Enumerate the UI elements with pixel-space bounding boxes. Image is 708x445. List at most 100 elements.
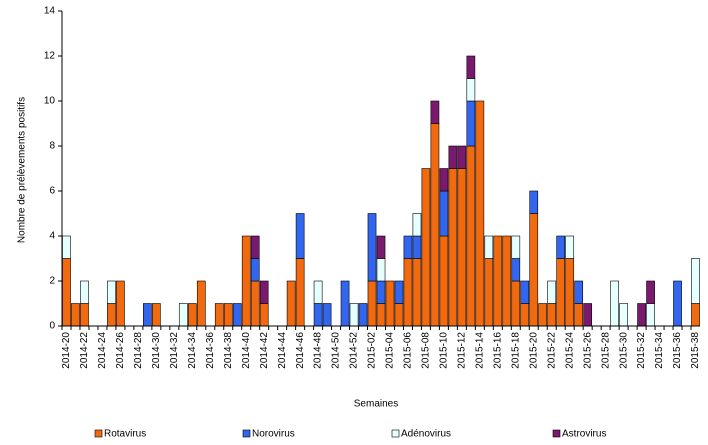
bar-segment bbox=[152, 303, 161, 327]
bar-segment bbox=[448, 168, 458, 327]
bar-segment bbox=[313, 303, 323, 327]
x-tick-label: 2015-14 bbox=[474, 332, 485, 369]
bar-segment bbox=[250, 258, 260, 282]
legend-label: Norovirus bbox=[252, 429, 295, 440]
x-tick-label: 2015-34 bbox=[654, 332, 665, 369]
x-tick-label: 2015-18 bbox=[510, 332, 521, 369]
bar-segment bbox=[574, 303, 584, 327]
bar-segment bbox=[466, 78, 476, 102]
bar-segment bbox=[403, 258, 413, 327]
bar-segment bbox=[376, 235, 386, 259]
bar-segment bbox=[439, 235, 449, 327]
x-tick-label: 2015-12 bbox=[457, 332, 468, 369]
bar-segment bbox=[493, 235, 503, 327]
x-tick-label: 2014-46 bbox=[295, 332, 306, 369]
bar-segment bbox=[107, 280, 116, 304]
legend-label: Adénovirus bbox=[401, 429, 451, 440]
bar-segment bbox=[241, 235, 251, 327]
bar-segment bbox=[502, 235, 512, 327]
x-tick-label: 2015-28 bbox=[600, 332, 611, 369]
bar-segment bbox=[673, 280, 682, 327]
bar-segment bbox=[565, 235, 575, 259]
x-tick-label: 2014-38 bbox=[223, 332, 234, 369]
bar-segment bbox=[529, 213, 539, 327]
bar-segment bbox=[565, 258, 575, 327]
bar-segment bbox=[178, 303, 188, 327]
bar-segment bbox=[556, 258, 566, 327]
bar-segment bbox=[376, 280, 386, 304]
bar-segment bbox=[358, 303, 368, 327]
bar-segment bbox=[62, 235, 71, 259]
x-tick-label: 2015-04 bbox=[385, 332, 396, 369]
bar-segment bbox=[295, 258, 305, 327]
bar-segment bbox=[547, 280, 557, 304]
bar-segment bbox=[412, 213, 422, 237]
x-tick-label: 2015-32 bbox=[636, 332, 647, 369]
bar-segment bbox=[250, 235, 260, 259]
bar-segment bbox=[430, 123, 440, 327]
bar-segment bbox=[295, 213, 305, 259]
x-tick-label: 2014-50 bbox=[331, 332, 342, 369]
bar-segment bbox=[466, 100, 476, 147]
x-tick-label: 2015-38 bbox=[690, 332, 701, 369]
x-tick-label: 2015-02 bbox=[367, 332, 378, 369]
x-tick-label: 2015-22 bbox=[546, 332, 557, 369]
x-tick-label: 2014-20 bbox=[61, 332, 72, 369]
y-tick-label: 10 bbox=[44, 96, 56, 107]
bar-segment bbox=[403, 235, 413, 259]
bar-segment bbox=[214, 303, 224, 327]
x-tick-label: 2015-36 bbox=[672, 332, 683, 369]
bar-segment bbox=[376, 303, 386, 327]
bar-segment bbox=[646, 303, 655, 327]
bar-segment bbox=[286, 280, 296, 327]
bar-segment bbox=[574, 280, 584, 304]
bar-segment bbox=[223, 303, 233, 327]
bar-segment bbox=[421, 168, 431, 327]
bar-segment bbox=[394, 303, 404, 327]
legend-swatch bbox=[552, 429, 561, 438]
x-tick-label: 2014-30 bbox=[151, 332, 162, 369]
bar-segment bbox=[259, 280, 269, 304]
bar-segment bbox=[80, 280, 89, 304]
bar-segment bbox=[376, 258, 386, 282]
legend-swatch bbox=[391, 429, 400, 438]
bar-segment bbox=[646, 280, 655, 304]
x-tick-label: 2014-36 bbox=[205, 332, 216, 369]
y-tick-label: 2 bbox=[49, 276, 55, 287]
x-tick-label: 2014-32 bbox=[169, 332, 180, 369]
bar-segment bbox=[259, 303, 269, 327]
x-tick-label: 2014-34 bbox=[187, 332, 198, 369]
bar-segment bbox=[430, 100, 440, 124]
bar-segment bbox=[71, 303, 80, 327]
bar-segment bbox=[520, 280, 530, 304]
bar-segment bbox=[484, 258, 494, 327]
x-tick-label: 2014-22 bbox=[79, 332, 90, 369]
bar-segment bbox=[511, 235, 521, 259]
legend-swatch bbox=[242, 429, 251, 438]
bar-segment bbox=[457, 145, 467, 169]
bar-segment bbox=[349, 303, 359, 327]
y-tick-label: 12 bbox=[44, 51, 56, 62]
bar-segment bbox=[394, 280, 404, 304]
x-tick-label: 2015-16 bbox=[492, 332, 503, 369]
x-tick-label: 2015-20 bbox=[528, 332, 539, 369]
y-tick-label: 6 bbox=[49, 186, 55, 197]
bar-segment bbox=[511, 258, 521, 282]
bar-segment bbox=[412, 258, 422, 327]
bar-segment bbox=[313, 280, 323, 304]
bar-segment bbox=[475, 100, 485, 327]
bar-segment bbox=[412, 235, 422, 259]
bar-segment bbox=[367, 280, 377, 327]
x-tick-label: 2014-40 bbox=[241, 332, 252, 369]
bar-segment bbox=[196, 280, 206, 327]
x-tick-label: 2015-08 bbox=[421, 332, 432, 369]
bar-segment bbox=[367, 213, 377, 282]
bar-segment bbox=[637, 303, 646, 327]
bar-segment bbox=[466, 55, 476, 79]
bar-segment bbox=[691, 258, 700, 304]
bar-segment bbox=[116, 280, 125, 327]
bar-segment bbox=[80, 303, 89, 327]
x-tick-label: 2014-42 bbox=[259, 332, 270, 369]
x-tick-label: 2015-06 bbox=[403, 332, 414, 369]
bar-segment bbox=[520, 303, 530, 327]
